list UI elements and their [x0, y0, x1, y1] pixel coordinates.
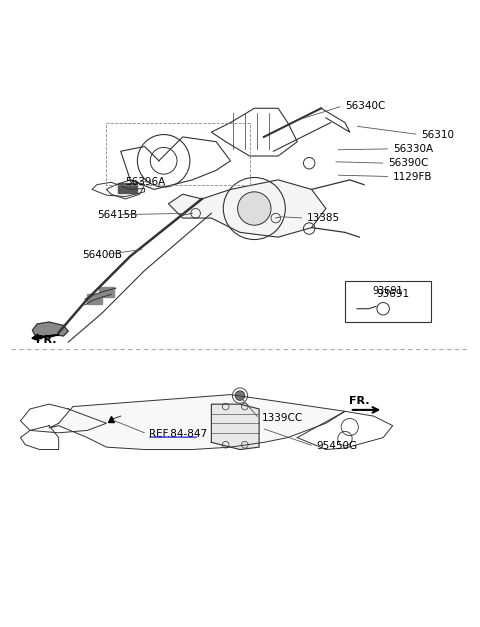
Polygon shape [168, 180, 326, 237]
Text: 13385: 13385 [307, 213, 340, 223]
Polygon shape [49, 394, 345, 450]
Bar [87, 295, 102, 304]
Polygon shape [211, 404, 259, 450]
Text: 95450G: 95450G [316, 441, 358, 451]
Text: 93691: 93691 [372, 286, 403, 296]
Text: REF.84-847: REF.84-847 [149, 429, 207, 439]
Text: FR.: FR. [349, 396, 370, 406]
Text: 56396A: 56396A [125, 177, 166, 187]
Polygon shape [33, 322, 68, 339]
Text: 56400B: 56400B [83, 250, 122, 260]
Text: 1339CC: 1339CC [262, 413, 303, 423]
Text: 1129FB: 1129FB [393, 172, 432, 182]
Text: 56310: 56310 [421, 130, 455, 140]
Bar [99, 287, 114, 297]
Text: 56340C: 56340C [345, 101, 385, 111]
Text: 56390C: 56390C [388, 158, 428, 168]
Text: 56415B: 56415B [97, 209, 137, 219]
Text: FR.: FR. [36, 335, 57, 345]
Circle shape [238, 192, 271, 225]
Text: 56330A: 56330A [393, 144, 433, 154]
Circle shape [235, 391, 245, 401]
Bar [345, 281, 431, 322]
Bar [118, 182, 137, 193]
Text: 93691: 93691 [376, 290, 409, 300]
